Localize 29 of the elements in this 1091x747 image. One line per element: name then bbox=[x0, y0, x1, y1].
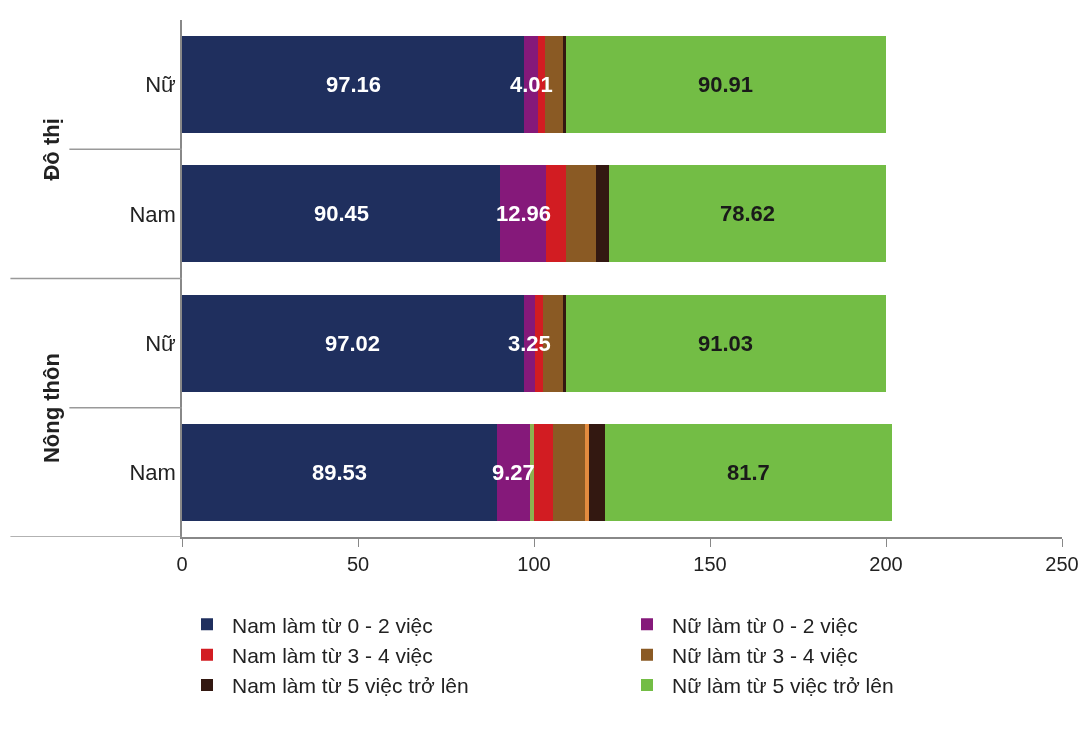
legend-label: Nam làm từ 3 - 4 việc bbox=[232, 643, 433, 667]
y-tick-label: Nữ bbox=[145, 72, 177, 98]
legend-label: Nam làm từ 5 việc trở lên bbox=[232, 674, 469, 698]
x-tick-label: 150 bbox=[693, 552, 727, 575]
legend-label: Nam làm từ 0 - 2 việc bbox=[232, 613, 433, 637]
x-tick-label: 50 bbox=[346, 552, 370, 575]
legend-label: Nữ làm từ 0 - 2 việc bbox=[672, 613, 858, 637]
legend-label: Nữ làm từ 5 việc trở lên bbox=[672, 674, 894, 698]
x-tick-label: 200 bbox=[869, 552, 903, 575]
y-tick-label: Nữ bbox=[145, 330, 177, 356]
x-tick-label: 100 bbox=[517, 552, 551, 575]
data-label: 90.91 bbox=[698, 72, 754, 97]
data-label: 3.25 bbox=[508, 331, 551, 356]
data-label: 78.62 bbox=[720, 201, 776, 226]
data-label: 97.02 bbox=[325, 331, 381, 356]
x-tick-label: 0 bbox=[176, 552, 188, 575]
y-tick-label: Nam bbox=[129, 201, 176, 227]
y-tick-label: Nam bbox=[129, 460, 176, 486]
data-label: 4.01 bbox=[510, 72, 553, 97]
data-label: 89.53 bbox=[312, 460, 368, 485]
data-label: 12.96 bbox=[496, 201, 552, 226]
data-label: 91.03 bbox=[698, 331, 754, 356]
data-label: 81.7 bbox=[727, 460, 770, 485]
data-label: 97.16 bbox=[326, 72, 382, 97]
text: Đô thị bbox=[39, 118, 65, 181]
x-tick-label: 250 bbox=[1045, 552, 1079, 575]
legend-label: Nữ làm từ 3 - 4 việc bbox=[672, 643, 858, 667]
text: Nông thôn bbox=[38, 353, 64, 464]
data-label: 90.45 bbox=[314, 201, 370, 226]
